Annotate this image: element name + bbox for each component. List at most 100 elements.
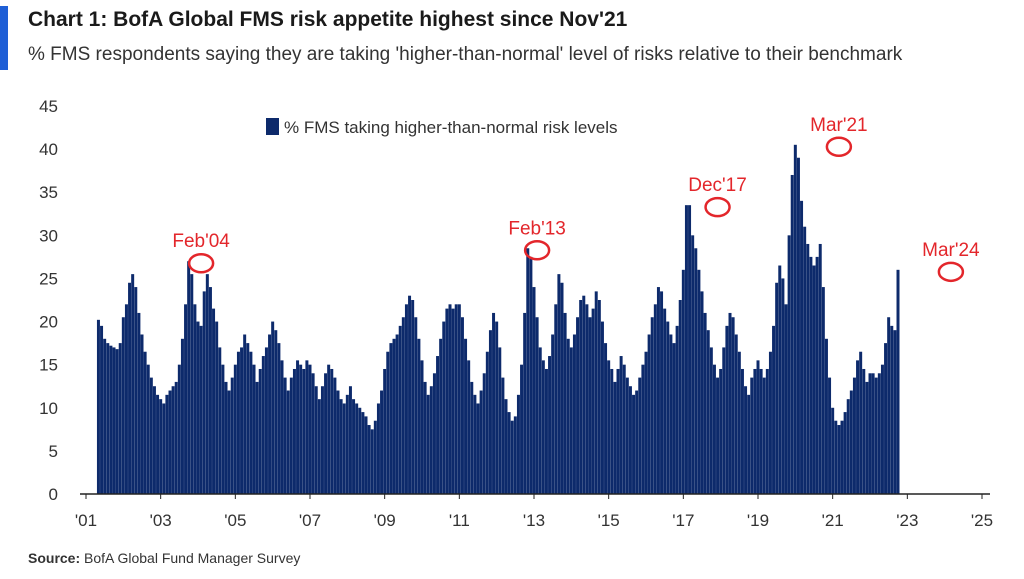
bar bbox=[731, 317, 735, 494]
bar bbox=[180, 338, 184, 494]
x-tick-label: '13 bbox=[523, 511, 545, 528]
bar bbox=[887, 317, 891, 494]
bar bbox=[395, 334, 399, 494]
bar bbox=[501, 377, 505, 494]
bar bbox=[236, 351, 240, 494]
bar bbox=[498, 347, 502, 494]
bar bbox=[716, 377, 720, 494]
bar bbox=[367, 425, 371, 494]
bar bbox=[796, 157, 800, 494]
bar bbox=[296, 360, 300, 494]
bar-series bbox=[96, 144, 900, 495]
x-tick-label: '07 bbox=[299, 511, 321, 528]
bar bbox=[112, 347, 116, 494]
bar bbox=[429, 386, 433, 494]
bar bbox=[333, 377, 337, 494]
bar bbox=[778, 265, 782, 494]
peak-label: Feb'04 bbox=[172, 231, 230, 252]
x-tick-label: '17 bbox=[672, 511, 694, 528]
peak-circle bbox=[187, 252, 215, 274]
bar bbox=[106, 343, 110, 494]
bar bbox=[831, 407, 835, 494]
bar bbox=[470, 381, 474, 494]
bar bbox=[261, 356, 265, 494]
bar bbox=[414, 317, 418, 494]
bar bbox=[292, 368, 296, 494]
bar bbox=[638, 377, 642, 494]
bar bbox=[684, 205, 688, 494]
peak-label: Feb'13 bbox=[508, 218, 566, 239]
bar bbox=[249, 351, 253, 494]
bar bbox=[526, 248, 530, 494]
bar bbox=[834, 420, 838, 494]
bar bbox=[408, 295, 412, 494]
peak-circle bbox=[523, 240, 551, 261]
y-axis: 0 5 10 15 20 25 30 35 40 45 bbox=[39, 97, 58, 504]
bar bbox=[753, 368, 757, 494]
bar bbox=[311, 373, 315, 494]
bar bbox=[591, 308, 595, 494]
peak-annotations: Feb'04 Feb'13 Dec'17 Mar'21 Mar'24 bbox=[172, 115, 980, 283]
bar bbox=[532, 287, 536, 494]
bar bbox=[134, 287, 138, 494]
bar bbox=[305, 360, 309, 494]
bar bbox=[454, 304, 458, 494]
bar bbox=[582, 295, 586, 494]
x-tick-label: '23 bbox=[896, 511, 918, 528]
bar bbox=[504, 399, 508, 494]
bar bbox=[448, 304, 452, 494]
bar bbox=[691, 235, 695, 494]
bar bbox=[628, 386, 632, 494]
bar bbox=[566, 338, 570, 494]
bar bbox=[423, 381, 427, 494]
bar bbox=[190, 274, 194, 494]
bar bbox=[193, 304, 197, 494]
bar bbox=[523, 312, 527, 494]
bar bbox=[896, 269, 900, 494]
bar bbox=[613, 381, 617, 494]
bar bbox=[625, 377, 629, 494]
bar bbox=[868, 373, 872, 494]
bar bbox=[551, 334, 555, 494]
bar bbox=[482, 373, 486, 494]
bar bbox=[392, 338, 396, 494]
bar bbox=[675, 325, 679, 494]
bar bbox=[725, 325, 729, 494]
bar bbox=[809, 256, 813, 494]
bar bbox=[579, 300, 583, 494]
bar bbox=[308, 364, 312, 494]
x-tick-label: '11 bbox=[449, 511, 470, 528]
bar bbox=[700, 291, 704, 494]
bar bbox=[837, 425, 841, 494]
title-accent-bar bbox=[0, 6, 8, 70]
bar bbox=[572, 334, 576, 494]
bar bbox=[772, 325, 776, 494]
bar bbox=[100, 325, 104, 494]
bar bbox=[339, 399, 343, 494]
bar bbox=[656, 287, 660, 494]
bar bbox=[212, 308, 216, 494]
bar bbox=[495, 321, 499, 494]
bar bbox=[143, 351, 147, 494]
bar bbox=[513, 416, 517, 494]
bar bbox=[488, 330, 492, 494]
bar bbox=[457, 304, 461, 494]
bar bbox=[856, 360, 860, 494]
bar bbox=[252, 364, 256, 494]
bar bbox=[660, 291, 664, 494]
bar bbox=[544, 368, 548, 494]
bar-chart: 0 5 10 15 20 25 30 35 40 45 '01 '03 '05 '07 '09 '11 '13… bbox=[39, 97, 993, 530]
bar bbox=[790, 174, 794, 494]
bar bbox=[541, 360, 545, 494]
x-tick-label: '25 bbox=[971, 511, 993, 528]
bar bbox=[451, 308, 455, 494]
bar bbox=[361, 412, 365, 494]
bar bbox=[383, 368, 387, 494]
bar bbox=[320, 386, 324, 494]
bar bbox=[140, 334, 144, 494]
bar bbox=[283, 377, 287, 494]
bar bbox=[594, 291, 598, 494]
bar bbox=[709, 347, 713, 494]
bar bbox=[818, 243, 822, 494]
bar bbox=[650, 317, 654, 494]
